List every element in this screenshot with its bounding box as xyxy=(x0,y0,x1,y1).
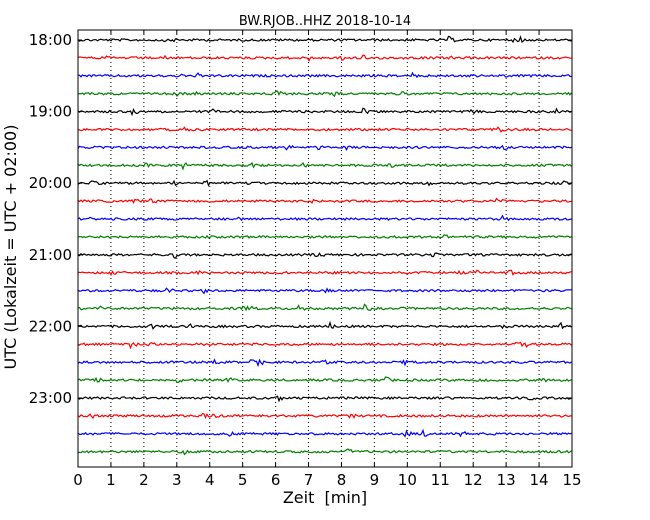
y-tick-label: 19:00 xyxy=(29,103,72,121)
plot-frame xyxy=(77,29,573,468)
x-tick-label: 15 xyxy=(562,471,581,489)
trace-2245 xyxy=(77,376,572,384)
trace-2045 xyxy=(77,234,572,239)
x-tick-label: 5 xyxy=(238,471,248,489)
x-tick-label: 14 xyxy=(530,471,549,489)
x-tick-label: 6 xyxy=(271,471,281,489)
trace-1945 xyxy=(77,161,572,171)
trace-2030 xyxy=(77,214,572,222)
trace-2345 xyxy=(77,448,572,456)
trace-1815 xyxy=(77,54,572,62)
trace-2145 xyxy=(77,303,572,312)
x-tick-label: 1 xyxy=(106,471,116,489)
x-tick-label: 4 xyxy=(205,471,215,489)
x-tick-label: 3 xyxy=(172,471,182,489)
x-tick-label: 8 xyxy=(337,471,347,489)
x-tick-label: 7 xyxy=(304,471,314,489)
x-tick-label: 2 xyxy=(139,471,149,489)
trace-1900 xyxy=(77,107,572,117)
x-tick-label: 12 xyxy=(464,471,483,489)
x-axis-ticks: 0 1 2 3 4 5 6 7 8 9 10 11 12 13 14 15 xyxy=(73,30,582,489)
trace-2230 xyxy=(77,358,572,368)
vertical-gridlines xyxy=(110,30,540,467)
trace-2015 xyxy=(77,197,572,205)
trace-2130 xyxy=(77,287,572,295)
trace-2115 xyxy=(77,269,572,277)
y-tick-label: 21:00 xyxy=(29,246,72,264)
x-tick-label: 0 xyxy=(73,471,83,489)
trace-1845 xyxy=(77,90,572,98)
trace-2300 xyxy=(77,395,572,403)
trace-2200 xyxy=(77,320,572,330)
x-tick-label: 10 xyxy=(398,471,417,489)
trace-1800 xyxy=(77,35,572,44)
x-axis-label: Zeit [min] xyxy=(283,488,367,507)
chart-title: BW.RJOB..HHZ 2018-10-14 xyxy=(239,14,411,29)
x-tick-label: 13 xyxy=(497,471,516,489)
trace-2215 xyxy=(77,341,572,350)
y-tick-label: 23:00 xyxy=(29,389,72,407)
trace-2315 xyxy=(77,412,572,419)
trace-1915 xyxy=(77,126,572,133)
seismic-traces xyxy=(77,35,572,456)
x-tick-label: 9 xyxy=(370,471,380,489)
trace-2100 xyxy=(77,252,572,259)
y-tick-label: 20:00 xyxy=(29,174,72,192)
y-tick-label: 22:00 xyxy=(29,317,72,335)
trace-1830 xyxy=(77,71,572,79)
x-tick-label: 11 xyxy=(431,471,450,489)
trace-1930 xyxy=(77,144,572,151)
y-axis-ticks: 18:00 19:00 20:00 21:00 22:00 23:00 xyxy=(29,31,572,407)
trace-2330 xyxy=(77,428,572,438)
y-axis-label: UTC (Lokalzeit = UTC + 02:00) xyxy=(1,125,20,370)
trace-2000 xyxy=(77,179,572,187)
y-tick-label: 18:00 xyxy=(29,31,72,49)
